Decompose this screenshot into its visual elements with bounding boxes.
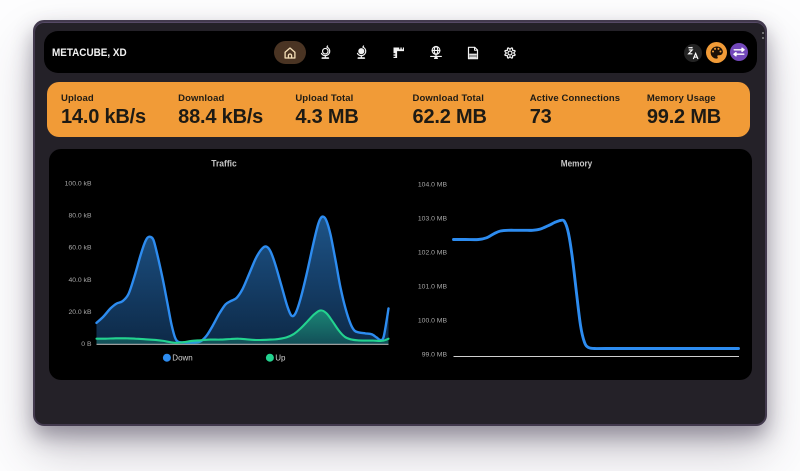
- svg-text:101.0 MB: 101.0 MB: [417, 284, 447, 291]
- svg-text:Traffic: Traffic: [211, 158, 237, 169]
- svg-text:Memory: Memory: [560, 158, 592, 169]
- svg-text:102.0 MB: 102.0 MB: [417, 250, 447, 257]
- svg-text:Down: Down: [172, 354, 192, 363]
- svg-text:104.0 MB: 104.0 MB: [417, 181, 447, 188]
- svg-text:20.0 kB: 20.0 kB: [68, 309, 92, 316]
- svg-text:60.0 kB: 60.0 kB: [68, 245, 92, 252]
- svg-text:Up: Up: [275, 354, 286, 363]
- svg-text:100.0 MB: 100.0 MB: [417, 318, 447, 325]
- svg-text:103.0 MB: 103.0 MB: [417, 216, 447, 223]
- svg-text:100.0 kB: 100.0 kB: [64, 180, 91, 187]
- svg-text:0 B: 0 B: [81, 341, 92, 348]
- svg-text:99.0 MB: 99.0 MB: [421, 352, 447, 359]
- svg-text:80.0 kB: 80.0 kB: [68, 213, 92, 220]
- svg-text:40.0 kB: 40.0 kB: [68, 277, 92, 284]
